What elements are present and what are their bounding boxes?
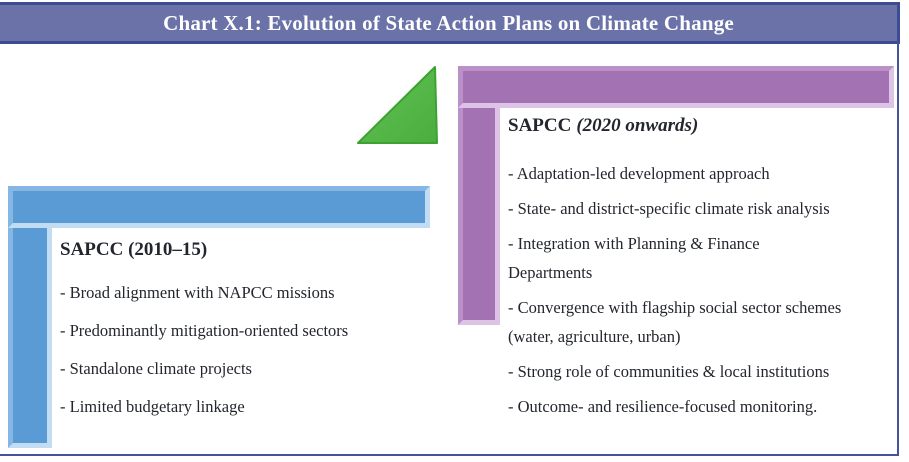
sapcc-2020-panel: SAPCC (2020 onwards) - Adaptation-led dev… — [508, 114, 908, 431]
bullet-line: - Outcome- and resilience-focused monito… — [508, 397, 818, 416]
sapcc-2020-bullet-list: - Adaptation-led development approach - S… — [508, 163, 908, 418]
sapcc-2010-panel: SAPCC (2010–15) - Broad alignment with N… — [60, 238, 440, 434]
bullet-item: - Adaptation-led development approach — [508, 163, 908, 185]
sapcc-2020-bar-left — [458, 66, 500, 325]
sapcc-2010-bullet-list: - Broad alignment with NAPCC missions - P… — [60, 282, 440, 418]
bullet-item: - State- and district-specific climate r… — [508, 198, 908, 220]
bullet-item: - Broad alignment with NAPCC missions — [60, 282, 440, 304]
sapcc-2020-title-period: (2020 onwards) — [576, 115, 699, 136]
chart-title: Chart X.1: Evolution of State Action Pla… — [163, 10, 734, 35]
bullet-line: - Standalone climate projects — [60, 359, 252, 378]
bullet-item: - Limited budgetary linkage — [60, 396, 440, 418]
bullet-line: - Integration with Planning & Finance — [508, 234, 760, 253]
bullet-item: - Predominantly mitigation-oriented sect… — [60, 320, 440, 342]
bullet-line: Departments — [508, 263, 593, 282]
bullet-item: - Integration with Planning & Finance Dep… — [508, 233, 908, 284]
bullet-item: - Standalone climate projects — [60, 358, 440, 380]
sapcc-2020-bar-top — [458, 66, 894, 108]
bullet-item: - Outcome- and resilience-focused monito… — [508, 396, 908, 418]
bullet-line: - Convergence with flagship social secto… — [508, 298, 842, 317]
bullet-line: - Broad alignment with NAPCC missions — [60, 283, 335, 302]
growth-triangle-icon — [357, 66, 438, 144]
bullet-line: - Strong role of communities & local ins… — [508, 362, 830, 381]
bullet-line: - State- and district-specific climate r… — [508, 199, 830, 218]
page-border-bottom — [0, 454, 899, 456]
bullet-line: - Adaptation-led development approach — [508, 164, 770, 183]
sapcc-2010-title: SAPCC (2010–15) — [60, 239, 208, 260]
bullet-item: - Strong role of communities & local ins… — [508, 361, 908, 383]
chart-title-bar: Chart X.1: Evolution of State Action Pla… — [0, 2, 900, 44]
bullet-line: (water, agriculture, urban) — [508, 327, 681, 346]
bullet-line: - Predominantly mitigation-oriented sect… — [60, 321, 349, 340]
bullet-line: - Limited budgetary linkage — [60, 397, 245, 416]
bullet-item: - Convergence with flagship social secto… — [508, 297, 908, 348]
sapcc-2010-bar-left — [8, 186, 52, 448]
sapcc-2020-title: SAPCC (2020 onwards) — [508, 114, 908, 138]
page-border-right — [897, 42, 899, 456]
sapcc-2010-bar-top — [8, 186, 430, 228]
sapcc-2020-title-main: SAPCC — [508, 115, 572, 136]
